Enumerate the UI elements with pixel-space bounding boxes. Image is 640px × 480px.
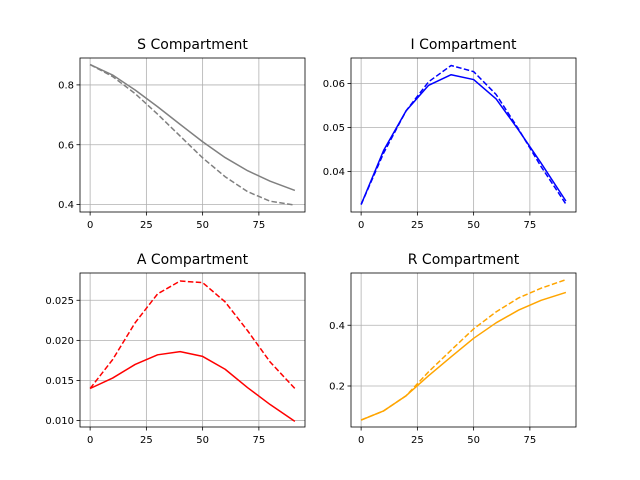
a-compartment-x-tick-label: 0 (87, 435, 93, 446)
i-compartment-x-tick-label: 0 (358, 220, 364, 231)
s-compartment-x-tick-label: 0 (87, 220, 93, 231)
s-compartment-y-tick-label: 0.6 (58, 140, 74, 151)
r-compartment-plot-area (351, 273, 576, 427)
a-compartment-axes-frame (79, 272, 306, 428)
i-compartment-y-tick-label: 0.04 (323, 167, 345, 178)
s-compartment-dashed-line (89, 63, 295, 206)
r-compartment-y-tick-label: 0.2 (329, 382, 345, 393)
s-compartment-axes-frame (79, 57, 306, 213)
a-compartment-x-tick-label: 75 (253, 435, 266, 446)
r-compartment-x-tick-label: 25 (411, 435, 424, 446)
r-compartment-panel: 0 25 50 75 0.2 0.4 R Compartment (329, 252, 577, 446)
r-compartment-x-tick-label: 50 (467, 435, 480, 446)
a-compartment-y-tick-label: 0.010 (45, 416, 74, 427)
a-compartment-title: A Compartment (137, 252, 249, 268)
s-compartment-title: S Compartment (137, 37, 248, 53)
a-compartment-y-tick-label: 0.020 (45, 336, 74, 347)
i-compartment-x-tick-label: 75 (524, 220, 537, 231)
i-compartment-title: I Compartment (411, 37, 517, 53)
r-compartment-x-tick-label: 75 (524, 435, 537, 446)
a-compartment-y-tick-label: 0.015 (45, 376, 74, 387)
r-compartment-solid-line (360, 291, 567, 421)
s-compartment-plot-area (80, 58, 305, 212)
i-compartment-x-tick-label: 50 (467, 220, 480, 231)
r-compartment-x-tick-label: 0 (358, 435, 364, 446)
a-compartment-y-tick-label: 0.025 (45, 296, 74, 307)
a-compartment-dashed-line (89, 280, 296, 390)
s-compartment-x-tick-label: 50 (196, 220, 209, 231)
i-compartment-panel: 0 25 50 75 0.04 0.05 0.06 I Compartment (323, 37, 577, 231)
a-compartment-solid-line (89, 350, 296, 423)
i-compartment-y-tick-label: 0.06 (323, 79, 345, 90)
s-compartment-y-tick-label: 0.8 (58, 81, 74, 92)
s-compartment-panel: 0 25 50 75 0.4 0.6 0.8 S Compartment (58, 37, 306, 231)
r-compartment-axes-frame (350, 272, 577, 428)
i-compartment-plot-area (351, 58, 576, 212)
s-compartment-solid-line (89, 63, 296, 192)
a-compartment-panel: 0 25 50 75 0.010 0.015 0.020 0.025 A Compartment (45, 252, 306, 446)
a-compartment-plot-area (80, 273, 305, 427)
a-compartment-x-tick-label: 25 (140, 435, 153, 446)
i-compartment-y-tick-label: 0.05 (323, 123, 345, 134)
s-compartment-x-tick-label: 25 (140, 220, 153, 231)
r-compartment-dashed-line (360, 278, 567, 421)
i-compartment-dashed-line (360, 64, 567, 205)
a-compartment-x-tick-label: 50 (196, 435, 209, 446)
i-compartment-x-tick-label: 25 (411, 220, 424, 231)
r-compartment-title: R Compartment (408, 252, 520, 268)
i-compartment-axes-frame (350, 57, 577, 213)
s-compartment-y-tick-label: 0.4 (58, 200, 74, 211)
s-compartment-x-tick-label: 75 (253, 220, 266, 231)
r-compartment-y-tick-label: 0.4 (329, 321, 345, 332)
